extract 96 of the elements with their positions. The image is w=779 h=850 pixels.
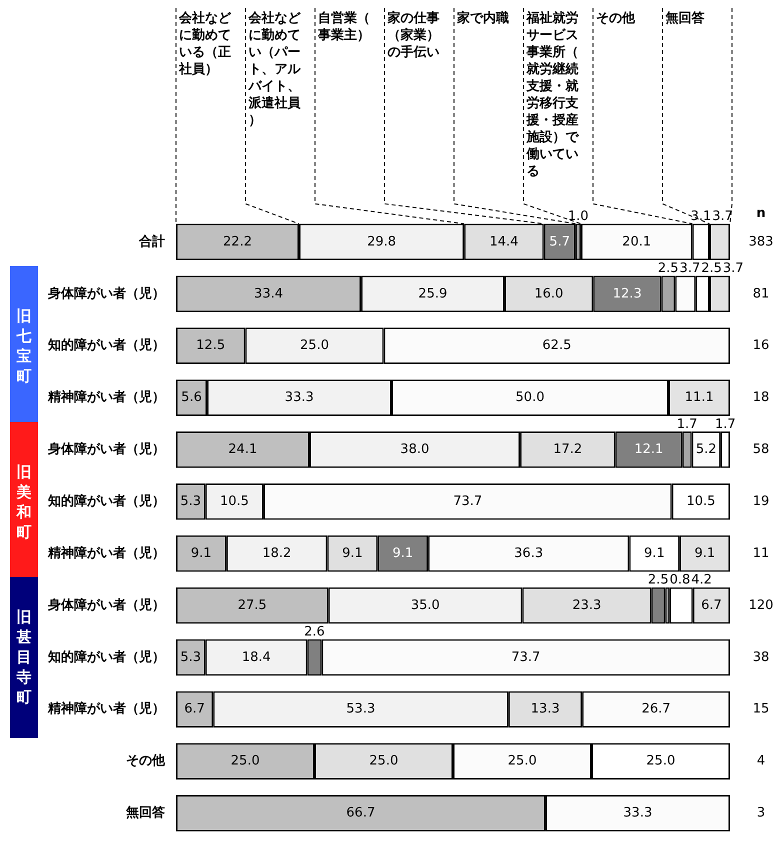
text: 福祉就労サービス事業所（就労継続支援・就労移行支援・授産施設）で働いている (526, 10, 578, 179)
data-label: 25.0 (230, 754, 260, 769)
data-label: 33.4 (254, 286, 283, 302)
text: 16 (752, 338, 770, 354)
data-label: 3.7 (722, 261, 744, 276)
text: 家の仕事（家業）の手伝い (386, 10, 440, 60)
text: 81 (752, 286, 770, 302)
data-label: 2.5 (658, 261, 679, 276)
group-label-box: 旧甚目寺町 (10, 577, 38, 738)
data-label: 33.3 (284, 390, 314, 406)
data-label: 25.0 (646, 754, 676, 769)
text: 15 (752, 702, 770, 717)
data-label: 12.1 (634, 442, 664, 458)
text: 120 (748, 598, 774, 613)
data-label: 25.0 (300, 338, 329, 354)
data-label: 3.7 (680, 261, 700, 276)
data-label: 3.7 (712, 209, 733, 224)
y-tick-label: 無回答 (125, 806, 165, 821)
data-label: 10.5 (220, 494, 249, 510)
text: 11 (752, 546, 770, 561)
data-label: 9.1 (644, 546, 665, 561)
text: 58 (752, 442, 770, 458)
data-label: 9.1 (392, 546, 414, 561)
y-tick-label: 知的障がい者（児） (47, 493, 165, 510)
y-tick-label: その他 (126, 754, 166, 769)
data-label: 1.7 (714, 416, 736, 432)
data-label: 35.0 (410, 598, 440, 613)
data-label: 5.6 (181, 390, 202, 406)
text: 19 (752, 494, 770, 510)
data-label: 22.2 (223, 234, 252, 250)
data-label: 6.7 (184, 702, 205, 717)
text: 自営業（事業主） (317, 10, 370, 43)
data-label: 18.4 (242, 650, 271, 665)
data-label: 33.3 (623, 806, 652, 821)
data-label: 25.0 (369, 754, 398, 769)
text: 38 (752, 650, 770, 665)
data-label: 14.4 (489, 234, 518, 250)
y-tick-label: 精神障がい者（児） (47, 544, 165, 561)
data-label: 38.0 (400, 442, 430, 458)
text: 4 (756, 754, 766, 769)
y-tick-label: 身体障がい者（児） (47, 441, 165, 458)
data-label: 73.7 (511, 650, 540, 665)
y-tick-label: 精神障がい者（児） (47, 700, 165, 717)
text: 会社などに勤めてい（パート、アルバイト、派遣社員） (248, 10, 302, 128)
data-label: 25.0 (508, 754, 537, 769)
data-label: 18.2 (262, 546, 292, 561)
data-label: 13.3 (530, 702, 560, 717)
data-label: 26.7 (642, 702, 671, 717)
data-label: 1.0 (568, 209, 589, 224)
text: 18 (752, 390, 770, 406)
data-label: 36.3 (514, 546, 544, 561)
data-label: 5.7 (549, 234, 570, 250)
y-tick-label: 身体障がい者（児） (47, 285, 165, 302)
y-tick-label: 精神障がい者（児） (47, 389, 165, 406)
data-label: 2.6 (304, 624, 325, 640)
data-label: 12.5 (196, 338, 226, 354)
text: 無回答 (664, 10, 704, 26)
y-tick-label: 知的障がい者（児） (47, 648, 165, 665)
data-label: 5.3 (180, 494, 202, 510)
text: 3 (756, 806, 766, 821)
data-label: 25.9 (418, 286, 448, 302)
y-tick-label: 身体障がい者（児） (47, 596, 165, 613)
data-label: 2.5 (701, 261, 722, 276)
data-label: 27.5 (238, 598, 267, 613)
data-label: 66.7 (346, 806, 376, 821)
data-label: 9.1 (342, 546, 363, 561)
data-label: 29.8 (367, 234, 396, 250)
data-label: 16.0 (534, 286, 564, 302)
data-label: 17.2 (553, 442, 582, 458)
data-label: 3.1 (690, 209, 712, 224)
data-label: 0.8 (670, 572, 690, 588)
data-label: 20.1 (622, 234, 652, 250)
data-label: 23.3 (572, 598, 602, 613)
data-label: 5.3 (180, 650, 202, 665)
data-label: 6.7 (701, 598, 722, 613)
text: 383 (748, 234, 774, 250)
text: 家で内職 (456, 10, 509, 26)
data-label: 1.7 (676, 416, 698, 432)
data-label: 53.3 (346, 702, 376, 717)
data-label: 62.5 (542, 338, 572, 354)
data-label: 50.0 (516, 390, 544, 406)
text: n (756, 206, 766, 222)
data-label: 12.3 (612, 286, 642, 302)
text: その他 (596, 10, 636, 26)
y-tick-label: 合計 (138, 233, 165, 250)
data-label: 5.2 (696, 442, 717, 458)
data-label: 2.5 (648, 572, 669, 588)
data-label: 4.2 (691, 572, 712, 588)
data-label: 11.1 (684, 390, 714, 406)
text: 会社などに勤めている（正社員） (178, 10, 232, 77)
data-label: 73.7 (453, 494, 482, 510)
y-tick-label: 知的障がい者（児） (47, 337, 165, 354)
data-label: 9.1 (694, 546, 716, 561)
data-label: 24.1 (228, 442, 258, 458)
data-label: 10.5 (686, 494, 716, 510)
data-label: 9.1 (190, 546, 212, 561)
